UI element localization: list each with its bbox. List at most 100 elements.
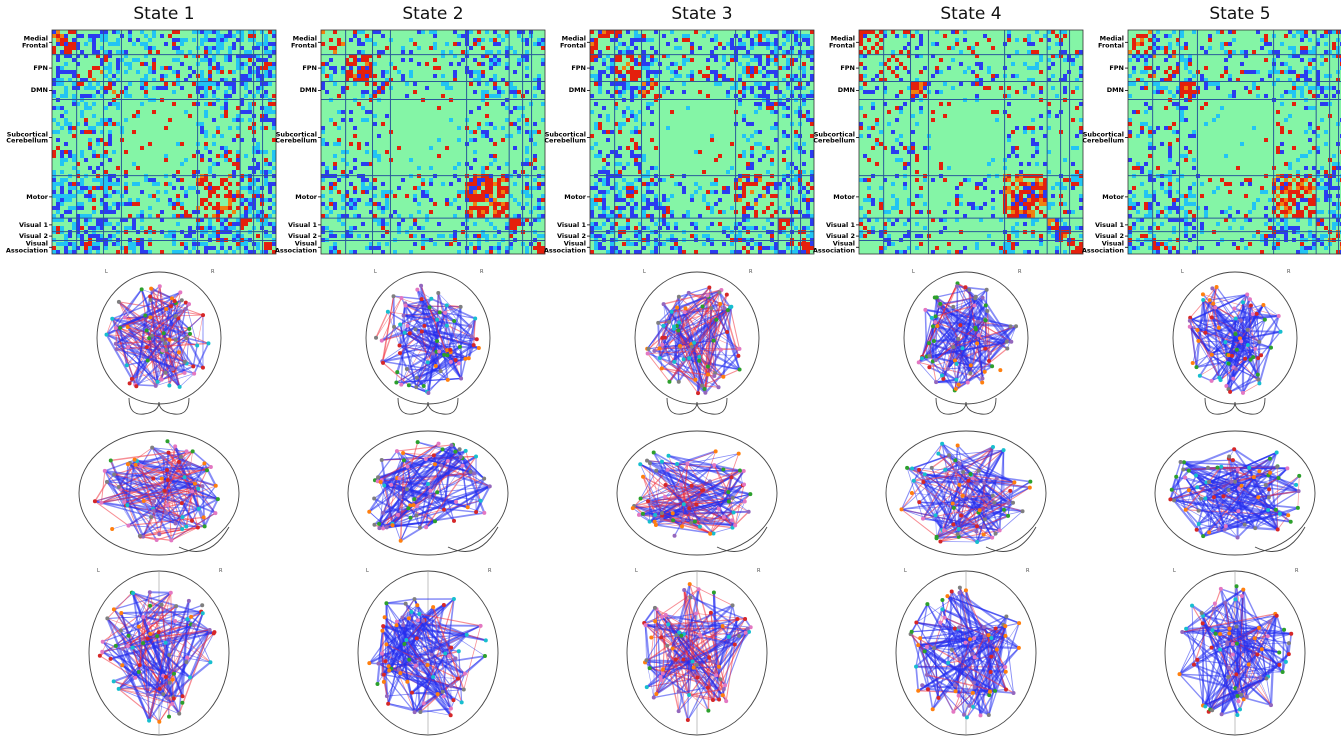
matrix-cell [329, 246, 333, 250]
matrix-cell [353, 134, 357, 138]
matrix-cell [224, 110, 228, 114]
matrix-cell [774, 246, 778, 250]
matrix-cell [710, 182, 714, 186]
matrix-cell [353, 198, 357, 202]
matrix-cell [272, 122, 276, 126]
matrix-cell [232, 170, 236, 174]
matrix-cell [642, 38, 646, 42]
matrix-cell [746, 54, 750, 58]
matrix-cell [56, 98, 60, 102]
matrix-cell [778, 218, 782, 222]
matrix-cell [710, 238, 714, 242]
matrix-cell [766, 38, 770, 42]
matrix-cell [212, 234, 216, 238]
matrix-cell [477, 62, 481, 66]
matrix-cell [353, 190, 357, 194]
matrix-cell [810, 90, 814, 94]
matrix-cell [670, 30, 674, 34]
matrix-cell [537, 130, 541, 134]
matrix-cell [128, 34, 132, 38]
matrix-cell [116, 250, 120, 254]
matrix-cell [208, 182, 212, 186]
matrix-cell [389, 38, 393, 42]
matrix-cell [618, 82, 622, 86]
matrix-cell [746, 218, 750, 222]
matrix-cell [140, 62, 144, 66]
matrix-cell [445, 202, 449, 206]
matrix-cell [240, 78, 244, 82]
matrix-cell [365, 110, 369, 114]
matrix-cell [602, 166, 606, 170]
matrix-cell [204, 58, 208, 62]
matrix-cell [264, 162, 268, 166]
matrix-cell [248, 210, 252, 214]
matrix-cell [176, 82, 180, 86]
matrix-cell [481, 54, 485, 58]
matrix-cell [333, 206, 337, 210]
matrix-cell [485, 122, 489, 126]
node [459, 700, 464, 705]
matrix-cell [622, 66, 626, 70]
connection [115, 328, 118, 350]
matrix-cell [136, 238, 140, 242]
matrix-cell [774, 194, 778, 198]
matrix-cell [341, 194, 345, 198]
node [395, 512, 400, 517]
matrix-cell [513, 122, 517, 126]
matrix-cell [421, 182, 425, 186]
node [161, 692, 166, 697]
matrix-cell [357, 58, 361, 62]
connection [127, 645, 173, 680]
matrix-cell [694, 190, 698, 194]
matrix-cell [329, 38, 333, 42]
matrix-cell [172, 102, 176, 106]
matrix-cell [469, 198, 473, 202]
matrix-cell [746, 166, 750, 170]
matrix-cell [248, 58, 252, 62]
matrix-cell [485, 54, 489, 58]
matrix-cell [357, 146, 361, 150]
matrix-cell [413, 90, 417, 94]
matrix-cell [642, 122, 646, 126]
matrix-cell [541, 46, 545, 50]
matrix-cell [634, 114, 638, 118]
matrix-cell [425, 218, 429, 222]
matrix-cell [329, 210, 333, 214]
matrix-cell [164, 86, 168, 90]
matrix-cell [337, 110, 341, 114]
matrix-cell [794, 38, 798, 42]
matrix-cell [618, 70, 622, 74]
matrix-cell [76, 122, 80, 126]
matrix-cell [76, 86, 80, 90]
matrix-cell [762, 226, 766, 230]
matrix-cell [240, 194, 244, 198]
matrix-cell [361, 190, 365, 194]
matrix-cell [614, 66, 618, 70]
matrix-cell [497, 210, 501, 214]
matrix-cell [104, 54, 108, 58]
node [482, 510, 487, 515]
matrix-cell [168, 198, 172, 202]
matrix-cell [341, 158, 345, 162]
matrix-cell [722, 186, 726, 190]
matrix-cell [533, 186, 537, 190]
matrix-cell [782, 106, 786, 110]
matrix-cell [377, 218, 381, 222]
matrix-cell [220, 226, 224, 230]
matrix-cell [433, 34, 437, 38]
matrix-cell [96, 246, 100, 250]
matrix-cell [357, 102, 361, 106]
connection [654, 350, 739, 357]
matrix-cell [501, 90, 505, 94]
matrix-cell [389, 62, 393, 66]
connection [383, 674, 416, 713]
node [180, 527, 185, 532]
node [170, 367, 175, 372]
node [208, 660, 213, 665]
matrix-cell [60, 170, 64, 174]
node [207, 627, 212, 632]
matrix-cell [333, 202, 337, 206]
matrix-cell [216, 126, 220, 130]
node [406, 616, 411, 621]
matrix-cell [630, 150, 634, 154]
